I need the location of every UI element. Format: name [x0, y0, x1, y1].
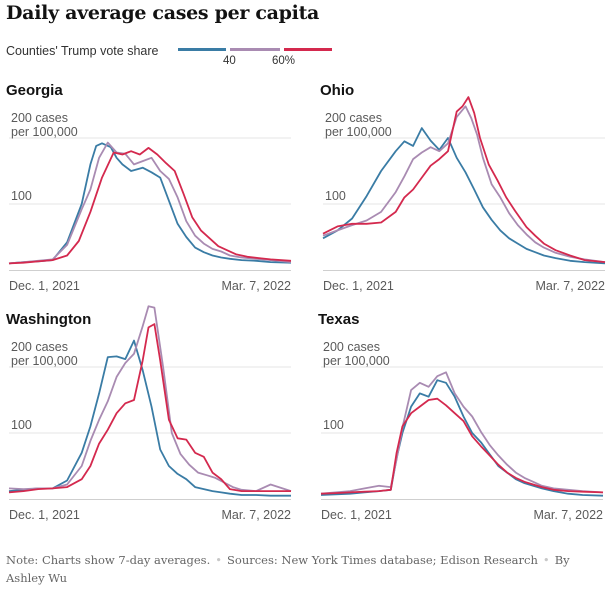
legend: Counties' Trump vote share 40 60% [6, 42, 346, 72]
y-unit-label-line: 200 cases [325, 111, 382, 125]
series-line-1 [8, 305, 292, 492]
chart-title: Texas [318, 311, 360, 328]
chart-georgia: Georgia 100 200 cases per 100,000 Dec. 1, 2… [6, 82, 306, 297]
chart-georgia-plot: 100 200 cases per 100,000 Dec. 1, 2021 Mar. … [8, 111, 292, 293]
series-line-0 [8, 339, 291, 497]
y-unit-label-line: 200 cases [323, 340, 380, 354]
chart-texas: Texas 100 200 cases per 100,000 Dec. 1, 202… [318, 311, 613, 526]
series-line-0 [322, 127, 606, 265]
series-line-0 [320, 379, 604, 497]
x-tick-label: Dec. 1, 2021 [321, 508, 392, 522]
footer-sources: Sources: New York Times database; Edison… [227, 553, 538, 567]
y-unit-label: 200 cases per 100,000 [325, 111, 392, 139]
series-line-2 [8, 147, 292, 265]
footer-separator: • [215, 553, 223, 567]
chart-washington-plot: 100 200 cases per 100,000 Dec. 1, 2021 Mar. … [8, 305, 292, 522]
y-unit-label-line: per 100,000 [11, 125, 78, 139]
y-unit-label: 200 cases per 100,000 [11, 111, 78, 139]
series-line-0 [8, 142, 292, 265]
series-line-2 [320, 397, 604, 495]
chart-title: Washington [6, 311, 92, 328]
y-unit-label: 200 cases per 100,000 [11, 340, 78, 368]
chart-ohio: Ohio 100 200 cases per 100,000 Dec. 1, 2021… [320, 82, 613, 297]
x-tick-label: Dec. 1, 2021 [323, 279, 394, 293]
y-unit-label: 200 cases per 100,000 [323, 340, 390, 368]
legend-swatch-low [178, 48, 226, 51]
y-tick-label: 100 [323, 418, 344, 432]
legend-swatch-high [284, 48, 332, 51]
y-tick-label: 100 [325, 189, 346, 203]
x-tick-label: Mar. 7, 2022 [536, 279, 606, 293]
series-line-1 [322, 105, 606, 263]
series-line-2 [8, 323, 291, 494]
y-unit-label-line: per 100,000 [11, 354, 78, 368]
legend-tick-40: 40 [223, 55, 236, 67]
y-unit-label-line: per 100,000 [325, 125, 392, 139]
chart-texas-plot: 100 200 cases per 100,000 Dec. 1, 2021 Mar. … [320, 340, 604, 522]
legend-tick-60: 60% [272, 55, 296, 67]
series-line-1 [320, 371, 604, 495]
x-tick-label: Mar. 7, 2022 [222, 279, 292, 293]
chart-washington: Washington 100 200 cases per 100,000 Dec. 1… [6, 305, 306, 526]
series-line-1 [8, 141, 292, 265]
y-tick-label: 100 [11, 418, 32, 432]
x-tick-label: Dec. 1, 2021 [9, 279, 80, 293]
y-unit-label-line: 200 cases [11, 340, 68, 354]
y-tick-label: 100 [11, 189, 32, 203]
x-tick-label: Mar. 7, 2022 [534, 508, 604, 522]
footer-separator: • [542, 553, 550, 567]
footer: Note: Charts show 7-day averages. • Source… [6, 551, 606, 587]
footer-note: Note: Charts show 7-day averages. [6, 553, 211, 567]
x-tick-label: Dec. 1, 2021 [9, 508, 80, 522]
legend-label: Counties' Trump vote share [6, 44, 159, 58]
series-line-2 [322, 96, 606, 263]
page-title: Daily average cases per capita [6, 2, 320, 24]
legend-swatch-mid [230, 48, 280, 51]
y-unit-label-line: 200 cases [11, 111, 68, 125]
chart-ohio-plot: 100 200 cases per 100,000 Dec. 1, 2021 Mar. … [322, 96, 606, 293]
chart-title: Georgia [6, 82, 63, 99]
y-unit-label-line: per 100,000 [323, 354, 390, 368]
chart-title: Ohio [320, 82, 355, 99]
x-tick-label: Mar. 7, 2022 [222, 508, 292, 522]
footer-byline: By Ashley Wu [6, 553, 570, 585]
